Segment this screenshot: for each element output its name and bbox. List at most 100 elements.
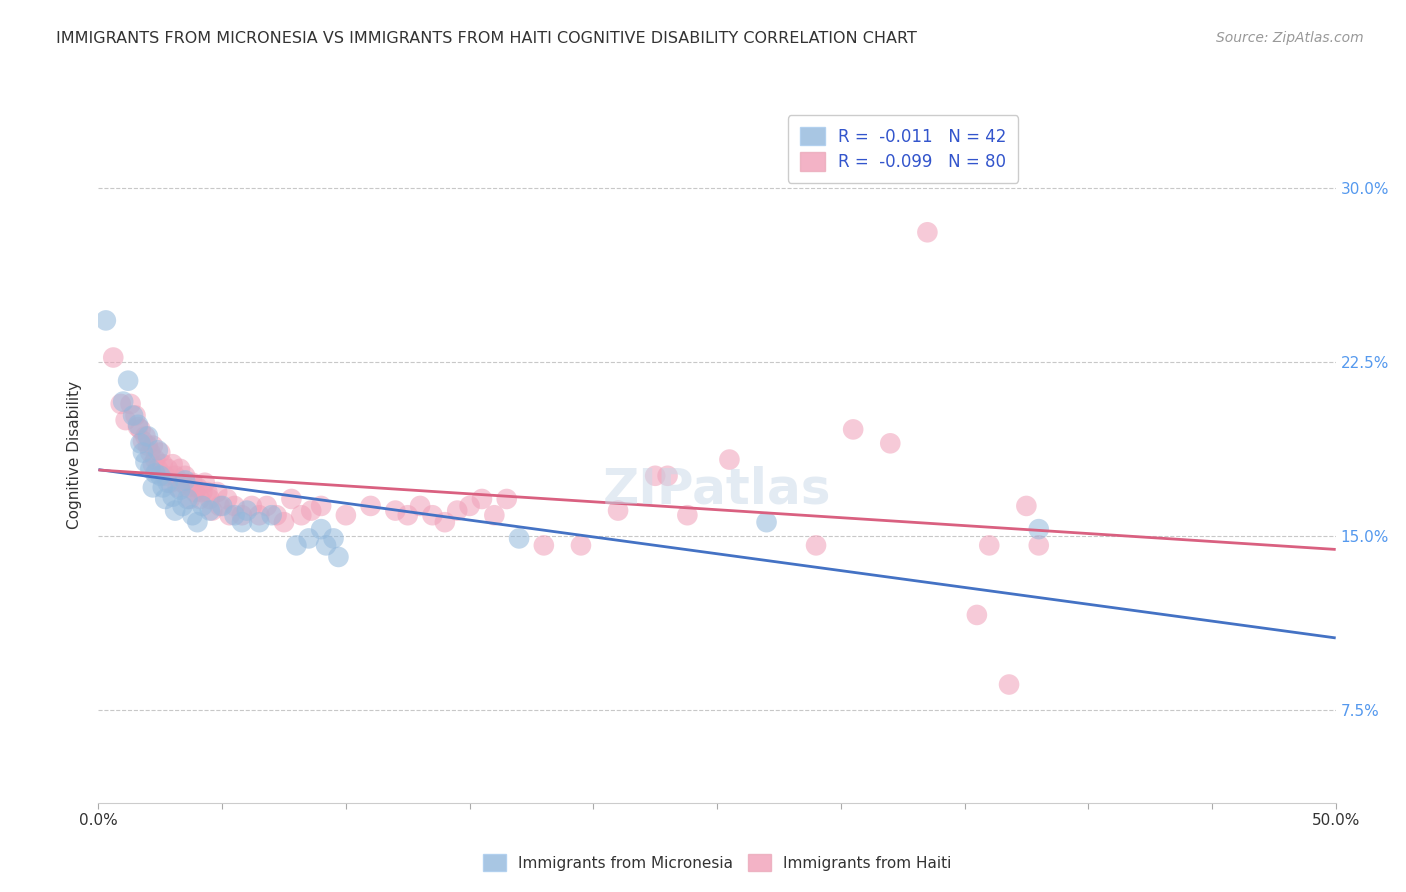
Point xyxy=(191,485,214,500)
Point xyxy=(129,422,152,436)
Point xyxy=(433,515,456,529)
Point xyxy=(966,607,988,622)
Point xyxy=(114,413,136,427)
Point xyxy=(165,503,187,517)
Point xyxy=(508,532,530,546)
Point xyxy=(842,422,865,436)
Point xyxy=(174,468,197,483)
Point xyxy=(129,436,152,450)
Point xyxy=(94,313,117,327)
Point xyxy=(804,538,827,552)
Point xyxy=(146,462,169,476)
Point xyxy=(384,503,406,517)
Point xyxy=(315,538,337,552)
Point xyxy=(127,420,149,434)
Point xyxy=(290,508,312,523)
Point xyxy=(260,508,283,523)
Point xyxy=(134,455,156,469)
Point xyxy=(879,436,901,450)
Point xyxy=(205,485,228,500)
Point xyxy=(169,483,191,497)
Point xyxy=(139,462,162,476)
Point xyxy=(142,439,165,453)
Point xyxy=(195,485,218,500)
Point xyxy=(285,538,308,552)
Point xyxy=(112,394,135,409)
Point xyxy=(169,462,191,476)
Point xyxy=(166,480,188,494)
Point xyxy=(607,503,630,517)
Text: Source: ZipAtlas.com: Source: ZipAtlas.com xyxy=(1216,31,1364,45)
Text: IMMIGRANTS FROM MICRONESIA VS IMMIGRANTS FROM HAITI COGNITIVE DISABILITY CORRELA: IMMIGRANTS FROM MICRONESIA VS IMMIGRANTS… xyxy=(56,31,917,46)
Point xyxy=(201,503,224,517)
Point xyxy=(149,445,172,459)
Point xyxy=(298,532,321,546)
Point xyxy=(181,475,204,490)
Point xyxy=(569,538,592,552)
Point xyxy=(1028,522,1050,536)
Point xyxy=(152,457,174,471)
Point xyxy=(191,499,214,513)
Text: ZIPatlas: ZIPatlas xyxy=(603,466,831,514)
Point xyxy=(127,417,149,432)
Point xyxy=(231,508,253,523)
Point xyxy=(132,445,155,459)
Point xyxy=(533,538,555,552)
Point xyxy=(718,452,741,467)
Point xyxy=(198,491,221,506)
Point xyxy=(184,485,207,500)
Point xyxy=(165,468,187,483)
Point xyxy=(162,457,184,471)
Point xyxy=(224,499,246,513)
Point xyxy=(299,503,322,517)
Point xyxy=(471,491,494,506)
Point xyxy=(132,434,155,448)
Point xyxy=(495,491,517,506)
Point xyxy=(156,462,179,476)
Point xyxy=(176,480,198,494)
Point xyxy=(136,439,159,453)
Point xyxy=(136,429,159,443)
Point xyxy=(159,475,181,490)
Point xyxy=(917,225,939,239)
Point xyxy=(120,397,142,411)
Point xyxy=(657,468,679,483)
Point xyxy=(422,508,444,523)
Point xyxy=(335,508,357,523)
Point xyxy=(124,409,146,423)
Point xyxy=(1028,538,1050,552)
Point xyxy=(139,445,162,459)
Point xyxy=(409,499,432,513)
Point xyxy=(152,480,174,494)
Point xyxy=(149,468,172,483)
Point xyxy=(208,499,231,513)
Point xyxy=(1015,499,1038,513)
Point xyxy=(122,409,145,423)
Point xyxy=(247,515,270,529)
Point xyxy=(484,508,506,523)
Point xyxy=(240,499,263,513)
Point xyxy=(186,515,208,529)
Point xyxy=(162,490,184,504)
Point xyxy=(676,508,699,523)
Point xyxy=(181,508,204,523)
Point xyxy=(155,468,177,483)
Point xyxy=(458,499,481,513)
Point xyxy=(142,480,165,494)
Point xyxy=(179,491,201,506)
Point xyxy=(156,475,179,490)
Point xyxy=(174,474,197,488)
Point xyxy=(322,532,344,546)
Point xyxy=(186,480,208,494)
Point xyxy=(146,443,169,458)
Point xyxy=(188,491,211,506)
Point xyxy=(644,468,666,483)
Point xyxy=(328,549,350,564)
Point xyxy=(217,491,239,506)
Point xyxy=(155,491,177,506)
Point xyxy=(256,499,278,513)
Point xyxy=(247,508,270,523)
Y-axis label: Cognitive Disability: Cognitive Disability xyxy=(67,381,83,529)
Point xyxy=(360,499,382,513)
Point xyxy=(103,351,125,365)
